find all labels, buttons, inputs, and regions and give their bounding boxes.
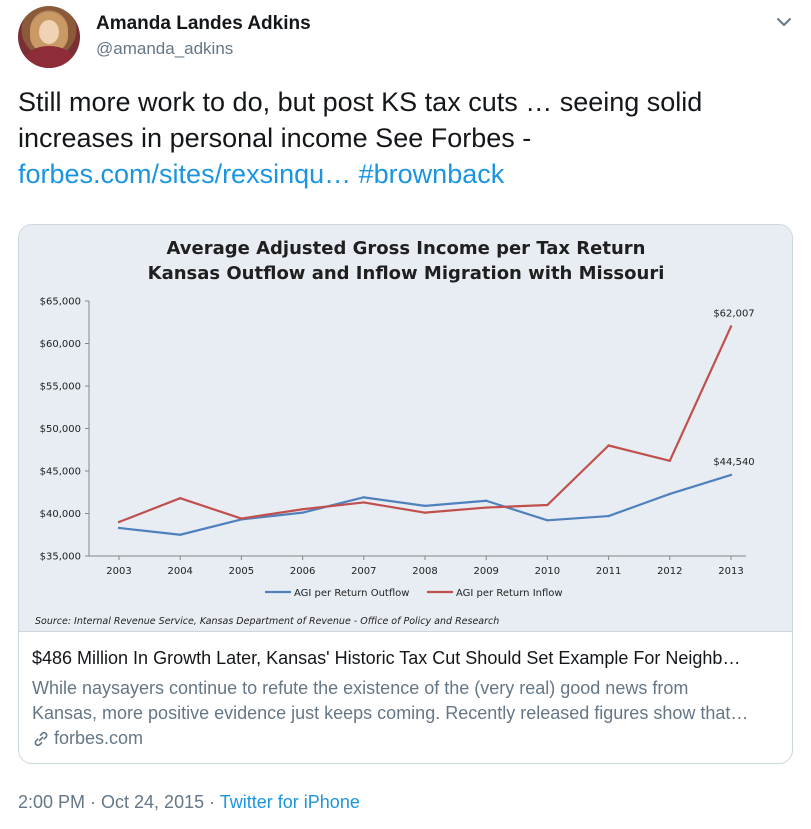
data-point [668, 492, 671, 496]
card-description-line1: While naysayers continue to refute the e… [32, 678, 689, 698]
series-line-1 [118, 325, 733, 524]
tweet-footer: 2:00 PM · Oct 24, 2015 · Twitter for iPh… [18, 792, 360, 813]
chevron-down-icon[interactable] [774, 12, 794, 32]
y-tick-label: $35,000 [40, 552, 81, 563]
data-point [485, 499, 488, 502]
x-tick-label: 2007 [351, 566, 376, 577]
x-tick-label: 2011 [596, 566, 621, 577]
tweet-text: Still more work to do, but post KS tax c… [18, 84, 798, 192]
link-card[interactable]: Average Adjusted Gross Income per Tax Re… [18, 224, 793, 764]
x-tick-label: 2009 [473, 566, 498, 577]
avatar[interactable] [18, 6, 80, 68]
data-point [362, 496, 365, 499]
x-tick-label: 2004 [167, 566, 192, 577]
card-domain[interactable]: forbes.com [32, 728, 143, 749]
card-domain-text: forbes.com [54, 728, 144, 748]
hashtag-link[interactable]: #brownback [358, 159, 505, 189]
data-point [607, 514, 610, 518]
card-description-line2: Kansas, more positive evidence just keep… [32, 703, 749, 723]
y-tick-label: $40,000 [40, 509, 81, 520]
tweet-text-line2: increases in personal income See Forbes … [18, 123, 532, 153]
data-label: $62,007 [713, 308, 754, 319]
y-tick-label: $65,000 [40, 297, 81, 308]
tweet-link[interactable]: forbes.com/sites/rexsinqu… [18, 159, 352, 189]
data-point [179, 497, 182, 500]
y-tick-label: $50,000 [40, 424, 81, 435]
chart-title-line2: Kansas Outflow and Inflow Migration with… [148, 263, 665, 284]
data-point [301, 511, 304, 514]
source-link[interactable]: Twitter for iPhone [219, 792, 360, 812]
author-handle[interactable]: @amanda_adkins [96, 39, 234, 58]
timestamp[interactable]: 2:00 PM · Oct 24, 2015 [18, 792, 205, 812]
y-tick-label: $60,000 [40, 339, 81, 350]
data-point [240, 517, 243, 520]
data-point [607, 444, 610, 447]
x-tick-label: 2008 [412, 566, 437, 577]
data-point [423, 511, 427, 514]
data-point [546, 503, 549, 507]
chart-source: Source: Internal Revenue Service, Kansas… [35, 616, 499, 627]
data-point [117, 520, 121, 524]
data-point [423, 504, 427, 508]
chart-title-line1: Average Adjusted Gross Income per Tax Re… [167, 238, 646, 259]
footer-separator: · [204, 792, 220, 812]
legend-label: AGI per Return Outflow [294, 588, 409, 599]
y-tick-label: $45,000 [40, 467, 81, 478]
x-tick-label: 2013 [718, 566, 743, 577]
x-tick-label: 2005 [229, 566, 254, 577]
card-title[interactable]: $486 Million In Growth Later, Kansas' Hi… [32, 648, 741, 668]
data-label: $44,540 [713, 457, 754, 468]
x-tick-label: 2006 [290, 566, 315, 577]
tweet-text-line1: Still more work to do, but post KS tax c… [18, 87, 703, 117]
data-point [179, 533, 182, 536]
data-point [668, 459, 671, 462]
data-point [546, 519, 549, 522]
data-point [729, 473, 733, 477]
data-point [362, 501, 365, 504]
chart-svg: Average Adjusted Gross Income per Tax Re… [35, 238, 755, 627]
link-icon [34, 731, 48, 746]
author-name[interactable]: Amanda Landes Adkins [96, 13, 311, 34]
card-image-chart[interactable]: Average Adjusted Gross Income per Tax Re… [19, 225, 792, 632]
data-point [117, 526, 121, 530]
legend-label: AGI per Return Inflow [456, 588, 563, 599]
y-tick-label: $55,000 [40, 382, 81, 393]
x-tick-label: 2010 [535, 566, 560, 577]
avatar-body [24, 46, 74, 68]
x-tick-label: 2012 [657, 566, 682, 577]
data-point [729, 325, 733, 328]
x-tick-label: 2003 [106, 566, 131, 577]
card-description: While naysayers continue to refute the e… [32, 676, 777, 726]
avatar-face [39, 20, 59, 44]
data-point [485, 506, 488, 509]
data-point [301, 508, 304, 511]
